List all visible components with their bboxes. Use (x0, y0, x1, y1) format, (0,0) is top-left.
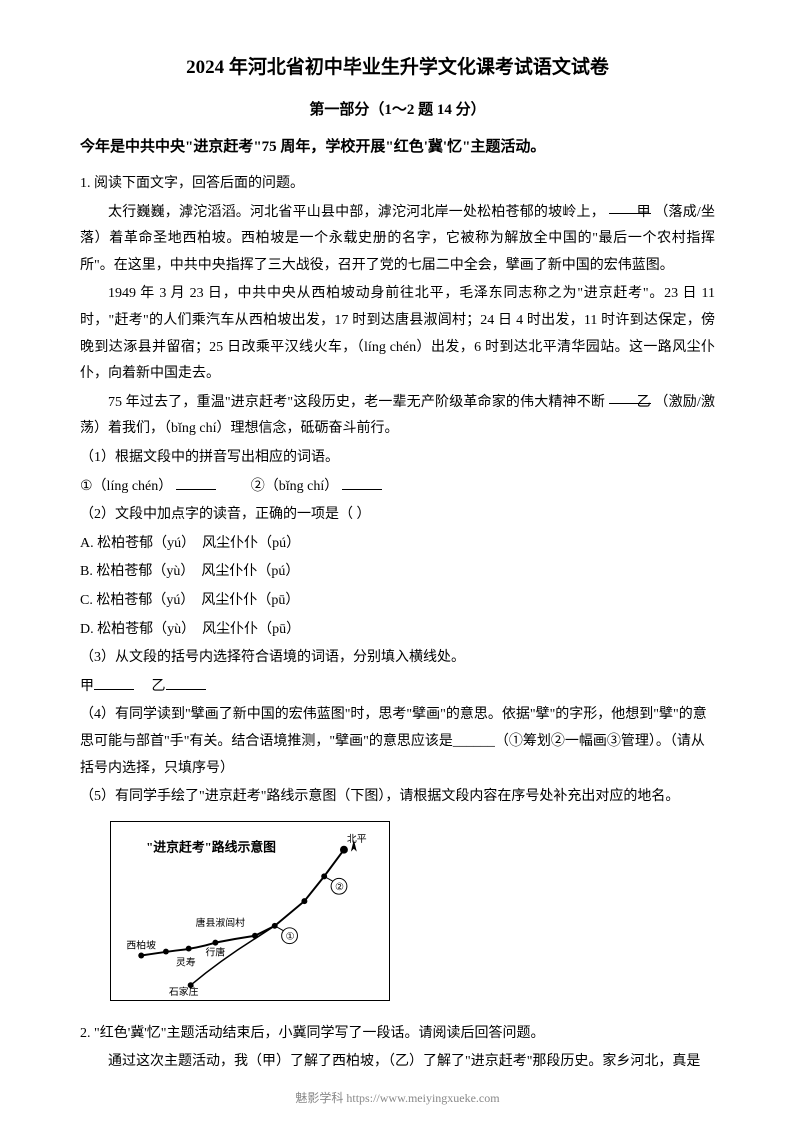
route-line-2 (275, 849, 344, 925)
label-mark2: ② (335, 882, 344, 893)
q1-p3-pre: 75 年过去了，重温"进京赶考"这段历史，老一辈无产阶级革命家的伟大精神不断 (108, 395, 605, 410)
q1-intro: 1. 阅读下面文字，回答后面的问题。 (80, 171, 715, 198)
label-xibaipo: 西柏坡 (126, 938, 156, 951)
label-tangxian: 唐县淑闾村 (196, 916, 246, 929)
blank-jia: 甲 (609, 200, 651, 214)
section-subtitle: 第一部分（1～2 题 14 分） (80, 96, 715, 125)
q1-sub3-blanks: 甲 乙 (80, 674, 715, 701)
q1-para3: 75 年过去了，重温"进京赶考"这段历史，老一辈无产阶级革命家的伟大精神不断 乙… (80, 390, 715, 443)
choice-d: D. 松柏苍郁（yù） 风尘仆仆（pū） (80, 617, 715, 644)
route-map: "进京赶考"路线示意图 ① ② 北平 唐县淑闾村 西柏坡 灵寿 (110, 821, 390, 1001)
route-line-3 (191, 926, 275, 985)
q1-sub3: （3）从文段的括号内选择符合语境的词语，分别填入横线处。 (80, 645, 715, 672)
blank-yi: 乙 (609, 390, 651, 404)
label-shijiazhuang: 石家庄 (169, 985, 199, 998)
q1-para1: 太行巍巍，滹沱滔滔。河北省平山县中部，滹沱河北岸一处松柏苍郁的坡岭上， 甲 （落… (80, 200, 715, 280)
q1-sub2: （2）文段中加点字的读音，正确的一项是（ ） (80, 502, 715, 529)
sub1-blank1 (176, 476, 216, 490)
label-mark1: ① (286, 931, 295, 942)
theme-line: 今年是中共中央"进京赶考"75 周年，学校开展"红色'冀'忆"主题活动。 (80, 133, 715, 162)
sub3-yi-label: 乙 (152, 679, 166, 694)
sub1-blank2 (342, 476, 382, 490)
q1-sub5: （5）有同学手绘了"进京赶考"路线示意图（下图），请根据文段内容在序号处补充出对… (80, 784, 715, 811)
blank-jia-label: 甲 (637, 205, 651, 220)
dot-lingshou (186, 945, 192, 951)
choice-a: A. 松柏苍郁（yú） 风尘仆仆（pú） (80, 531, 715, 558)
map-title: "进京赶考"路线示意图 (146, 839, 276, 854)
q1-p1-pre: 太行巍巍，滹沱滔滔。河北省平山县中部，滹沱河北岸一处松柏苍郁的坡岭上， (108, 205, 605, 220)
q1-sub4: （4）有同学读到"擘画了新中国的宏伟蓝图"时，思考"擘画"的意思。依据"擘"的字… (80, 702, 715, 782)
q2-para1: 通过这次主题活动，我（甲）了解了西柏坡，（乙）了解了"进京赶考"那段历史。家乡河… (80, 1049, 715, 1076)
dot-node2 (301, 898, 307, 904)
sub3-blank-yi (166, 676, 206, 690)
q1-sub1-items: ①（líng chén） ②（bǐng chí） (80, 474, 715, 501)
page-footer: 魅影学科 https://www.meiyingxueke.com (0, 1087, 795, 1110)
label-xingtang: 行唐 (206, 945, 226, 958)
dot-beiping (340, 845, 348, 853)
dot-node1 (163, 948, 169, 954)
map-svg: "进京赶考"路线示意图 ① ② 北平 唐县淑闾村 西柏坡 灵寿 (111, 822, 389, 1000)
label-lingshou: 灵寿 (176, 955, 196, 968)
q1-para2: 1949 年 3 月 23 日，中共中央从西柏坡动身前往北平，毛泽东同志称之为"… (80, 281, 715, 387)
sub3-jia-label: 甲 (80, 679, 94, 694)
dot-tangxian (252, 933, 258, 939)
q2-intro: 2. "红色'冀'忆"主题活动结束后，小冀同学写了一段话。请阅读后回答问题。 (80, 1021, 715, 1048)
exam-title: 2024 年河北省初中毕业生升学文化课考试语文试卷 (80, 50, 715, 86)
dot-xingtang (212, 939, 218, 945)
sub1-item1-pre: ①（líng chén） (80, 479, 172, 494)
dot-xibaipo (138, 952, 144, 958)
choice-b: B. 松柏苍郁（yù） 风尘仆仆（pú） (80, 559, 715, 586)
choice-c: C. 松柏苍郁（yú） 风尘仆仆（pū） (80, 588, 715, 615)
q1-sub1: （1）根据文段中的拼音写出相应的词语。 (80, 445, 715, 472)
sub3-blank-jia (94, 676, 134, 690)
label-beiping: 北平 (347, 833, 367, 845)
blank-yi-label: 乙 (637, 395, 651, 410)
sub1-item2-pre: ②（bǐng chí） (251, 479, 339, 494)
